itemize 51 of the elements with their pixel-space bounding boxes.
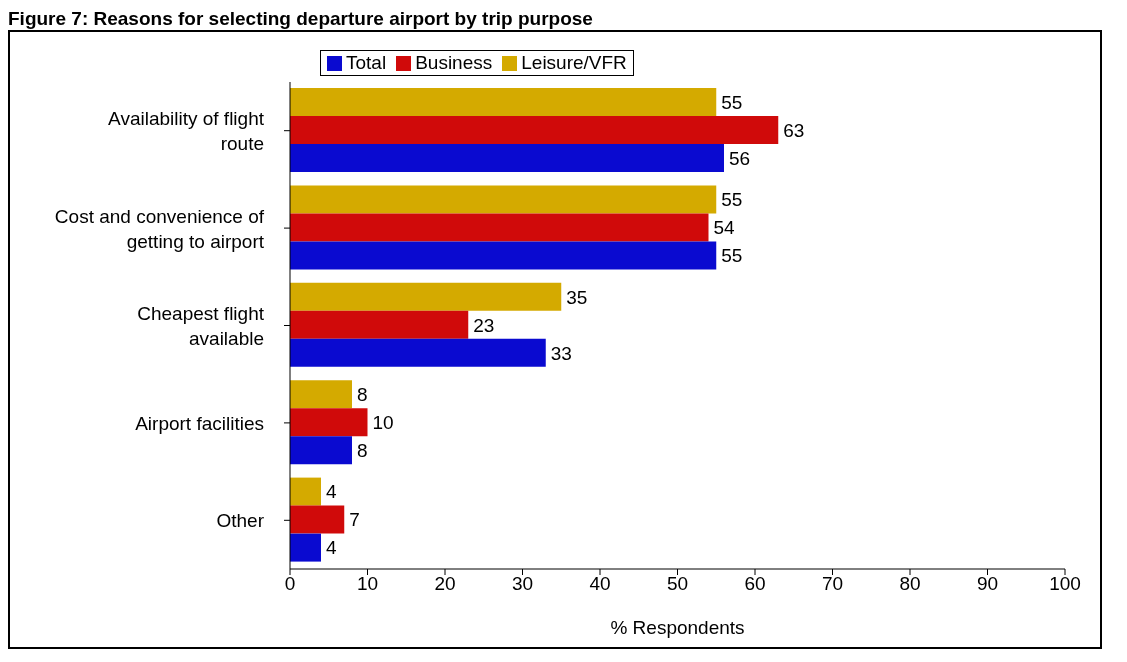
chart-title: Figure 7: Reasons for selecting departure airport by trip purpose (8, 8, 594, 30)
x-tick-label: 90 (976, 573, 999, 595)
x-tick-label: 60 (744, 573, 766, 595)
x-tick-label: 20 (434, 573, 456, 595)
data-label: 55 (721, 91, 743, 113)
bar (290, 380, 352, 409)
bar (290, 338, 546, 367)
x-tick-label: 50 (666, 573, 689, 595)
data-label: 56 (729, 147, 751, 169)
bar (290, 436, 352, 465)
x-tick-label: 30 (511, 573, 534, 595)
bar (290, 310, 469, 339)
data-label: 8 (357, 383, 368, 405)
data-label: 7 (349, 509, 360, 531)
bar (290, 408, 368, 437)
data-label: 4 (326, 537, 337, 559)
x-axis-title: % Respondents (610, 617, 745, 638)
bar (290, 533, 321, 562)
data-label: 55 (721, 245, 743, 267)
data-label: 54 (713, 217, 736, 239)
data-label: 55 (721, 189, 743, 211)
x-tick-label: 0 (284, 573, 296, 595)
y-tick-label: Airport facilities (135, 412, 264, 434)
data-label: 33 (550, 342, 572, 364)
bar (290, 241, 717, 270)
x-tick-label: 10 (356, 573, 379, 595)
bar (290, 477, 321, 506)
x-tick-label: 40 (589, 573, 611, 595)
bar (290, 88, 717, 116)
data-label: 4 (326, 481, 337, 503)
bar (290, 213, 709, 242)
bar (290, 116, 779, 144)
data-label: 8 (357, 439, 368, 461)
legend-label: Total (345, 52, 387, 74)
bar (290, 185, 717, 214)
x-tick-label: 80 (899, 573, 921, 595)
bar (290, 505, 345, 534)
legend-label: Leisure/VFR (520, 52, 627, 74)
y-tick-label: Other (216, 509, 265, 531)
x-tick-label: 100 (1049, 573, 1081, 595)
y-tick-label: Cheapest flight available (137, 302, 265, 349)
data-label: 63 (783, 119, 805, 141)
data-label: 10 (372, 411, 394, 433)
y-tick-label: Cost and convenience of getting to airport (54, 205, 265, 252)
data-label: 23 (473, 314, 495, 336)
legend-label: Business (414, 52, 493, 74)
bar (290, 144, 724, 172)
x-tick-label: 70 (821, 573, 844, 595)
data-label: 35 (566, 286, 588, 308)
y-tick-label: Availability of flight route (108, 107, 265, 154)
bar (290, 282, 562, 311)
